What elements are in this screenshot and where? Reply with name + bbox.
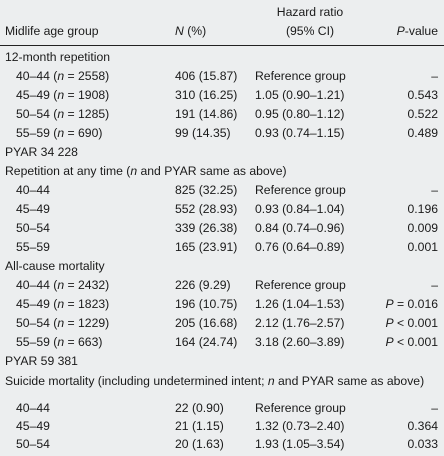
header-n: N (%) [175, 24, 207, 38]
section-title-suicide-mortality: Suicide mortality (including undetermine… [5, 374, 425, 388]
table-row: 50–54 (n = 1229) 205 (16.68) 2.12 (1.76–… [16, 316, 438, 330]
section-title-repetition-any-time: Repetition at any time (n and PYAR same … [5, 164, 287, 178]
pyar-note: PYAR 59 381 [5, 354, 78, 368]
pyar-note: PYAR 34 228 [5, 145, 78, 159]
table-row: 55–59 165 (23.91) 0.76 (0.64–0.89) 0.001 [16, 240, 438, 254]
table-row: 55–59 (n = 690) 99 (14.35) 0.93 (0.74–1.… [16, 126, 438, 140]
table-row: 50–54 (n = 1285) 191 (14.86) 0.95 (0.80–… [16, 107, 438, 121]
table-row: 40–44 22 (0.90) Reference group – [16, 401, 438, 415]
header-ci: (95% CI) [285, 24, 335, 38]
table-header: Midlife age group N (%) Hazard ratio (95… [0, 0, 444, 46]
section-title-12-month-repetition: 12-month repetition [5, 50, 111, 64]
header-age-group: Midlife age group [5, 24, 99, 38]
table-row: 50–54 339 (26.38) 0.84 (0.74–0.96) 0.009 [16, 221, 438, 235]
table-row: 45–49 (n = 1908) 310 (16.25) 1.05 (0.90–… [16, 88, 438, 102]
table-row: 45–49 (n = 1823) 196 (10.75) 1.26 (1.04–… [16, 297, 438, 311]
header-hazard-ratio: Hazard ratio [276, 5, 344, 19]
section-title-all-cause-mortality: All-cause mortality [5, 259, 105, 273]
table-row: 40–44 (n = 2558) 406 (15.87) Reference g… [16, 69, 438, 83]
table-row: 50–54 20 (1.63) 1.93 (1.05–3.54) 0.033 [16, 437, 438, 451]
header-p-value: P-value [396, 24, 438, 38]
table-row: 45–49 21 (1.15) 1.32 (0.73–2.40) 0.364 [16, 419, 438, 433]
table-row: 45–49 552 (28.93) 0.93 (0.84–1.04) 0.196 [16, 202, 438, 216]
table-row: 40–44 (n = 2432) 226 (9.29) Reference gr… [16, 278, 438, 292]
table-row: 55–59 (n = 663) 164 (24.74) 3.18 (2.60–3… [16, 335, 438, 349]
table-row: 40–44 825 (32.25) Reference group – [16, 183, 438, 197]
